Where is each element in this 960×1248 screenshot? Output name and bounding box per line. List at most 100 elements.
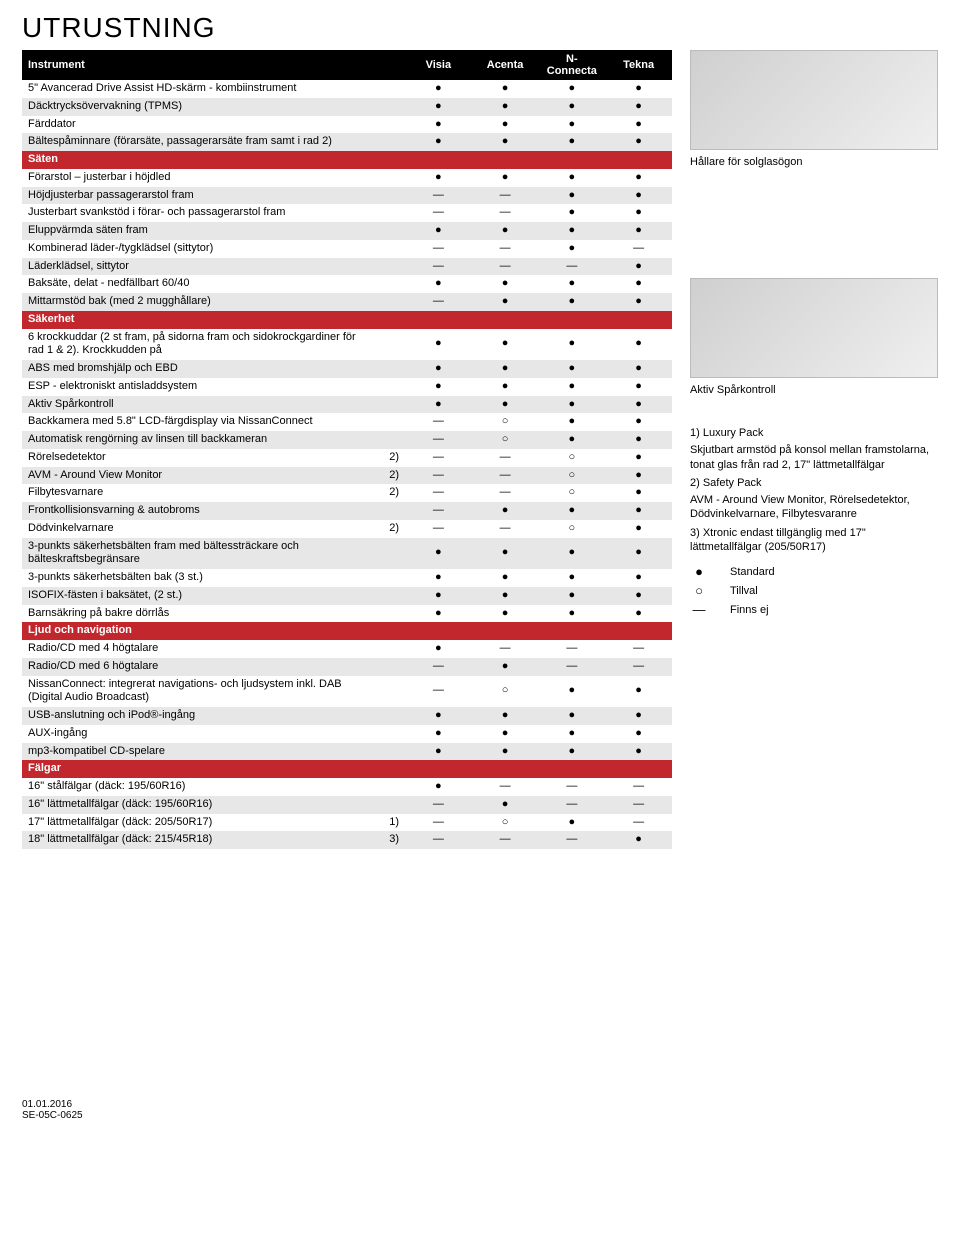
feature-name: 16" stålfälgar (däck: 195/60R16) bbox=[22, 778, 366, 796]
feature-value: ● bbox=[605, 98, 672, 116]
feature-value: — bbox=[405, 293, 472, 311]
table-row: Förarstol – justerbar i höjdled●●●● bbox=[22, 169, 672, 187]
feature-value: ● bbox=[605, 569, 672, 587]
legend-option-symbol: ○ bbox=[690, 583, 708, 598]
feature-value: — bbox=[405, 467, 472, 485]
feature-value: ● bbox=[405, 640, 472, 658]
feature-note bbox=[366, 98, 405, 116]
feature-value: ● bbox=[405, 378, 472, 396]
feature-name: 6 krockkuddar (2 st fram, på sidorna fra… bbox=[22, 329, 366, 361]
table-row: Filbytesvarnare2)——○● bbox=[22, 484, 672, 502]
feature-value: — bbox=[405, 187, 472, 205]
feature-note bbox=[366, 725, 405, 743]
feature-name: 16" lättmetallfälgar (däck: 195/60R16) bbox=[22, 796, 366, 814]
feature-value: ● bbox=[472, 725, 539, 743]
feature-value: — bbox=[605, 796, 672, 814]
feature-value: ● bbox=[538, 240, 605, 258]
feature-value: ○ bbox=[538, 467, 605, 485]
feature-value: ● bbox=[538, 431, 605, 449]
feature-value: ● bbox=[538, 725, 605, 743]
table-row: mp3-kompatibel CD-spelare●●●● bbox=[22, 743, 672, 761]
feature-name: Radio/CD med 6 högtalare bbox=[22, 658, 366, 676]
feature-name: Filbytesvarnare bbox=[22, 484, 366, 502]
feature-value: ● bbox=[472, 569, 539, 587]
feature-note bbox=[366, 796, 405, 814]
feature-value: ● bbox=[538, 133, 605, 151]
feature-value: — bbox=[605, 240, 672, 258]
feature-value: — bbox=[472, 204, 539, 222]
feature-note: 1) bbox=[366, 814, 405, 832]
feature-name: NissanConnect: integrerat navigations- o… bbox=[22, 676, 366, 708]
feature-name: Automatisk rengörning av linsen till bac… bbox=[22, 431, 366, 449]
legend: ● Standard ○ Tillval — Finns ej bbox=[690, 564, 938, 617]
section-header: Ljud och navigation bbox=[22, 622, 672, 640]
table-row: 3-punkts säkerhetsbälten bak (3 st.)●●●● bbox=[22, 569, 672, 587]
table-row: ABS med bromshjälp och EBD●●●● bbox=[22, 360, 672, 378]
feature-value: ● bbox=[605, 467, 672, 485]
table-row: Mittarmstöd bak (med 2 mugghållare)—●●● bbox=[22, 293, 672, 311]
active-trace-control-image bbox=[690, 278, 938, 378]
feature-value: ● bbox=[472, 222, 539, 240]
feature-name: Däcktrycksövervakning (TPMS) bbox=[22, 98, 366, 116]
feature-value: ● bbox=[472, 743, 539, 761]
feature-note bbox=[366, 80, 405, 98]
feature-note bbox=[366, 538, 405, 570]
feature-value: ● bbox=[405, 116, 472, 134]
table-row: 17" lättmetallfälgar (däck: 205/50R17)1)… bbox=[22, 814, 672, 832]
feature-value: ● bbox=[405, 98, 472, 116]
feature-note bbox=[366, 587, 405, 605]
feature-note bbox=[366, 502, 405, 520]
legend-option-label: Tillval bbox=[730, 585, 758, 597]
feature-value: ● bbox=[605, 378, 672, 396]
feature-value: ● bbox=[472, 502, 539, 520]
feature-name: Förarstol – justerbar i höjdled bbox=[22, 169, 366, 187]
feature-value: — bbox=[405, 484, 472, 502]
feature-value: — bbox=[605, 814, 672, 832]
feature-value: ● bbox=[538, 569, 605, 587]
feature-value: ● bbox=[605, 258, 672, 276]
feature-value: ● bbox=[472, 98, 539, 116]
feature-value: — bbox=[405, 796, 472, 814]
feature-value: — bbox=[538, 778, 605, 796]
feature-value: — bbox=[405, 240, 472, 258]
image-caption-2: Aktiv Spårkontroll bbox=[690, 384, 938, 396]
feature-value: — bbox=[472, 484, 539, 502]
feature-value: ● bbox=[538, 502, 605, 520]
feature-value: ● bbox=[605, 449, 672, 467]
feature-value: ● bbox=[605, 116, 672, 134]
feature-name: Backkamera med 5.8" LCD-färgdisplay via … bbox=[22, 413, 366, 431]
footnote-1-title: 1) Luxury Pack bbox=[690, 426, 938, 440]
feature-value: ○ bbox=[472, 413, 539, 431]
feature-value: — bbox=[405, 258, 472, 276]
feature-value: ● bbox=[605, 413, 672, 431]
spec-table-container: InstrumentVisiaAcentaN-ConnectaTekna5" A… bbox=[22, 50, 672, 849]
side-column: Hållare för solglasögon Aktiv Spårkontro… bbox=[690, 50, 938, 849]
feature-value: — bbox=[538, 258, 605, 276]
feature-note bbox=[366, 707, 405, 725]
feature-note bbox=[366, 133, 405, 151]
feature-note bbox=[366, 605, 405, 623]
feature-value: ● bbox=[538, 378, 605, 396]
feature-value: ● bbox=[605, 587, 672, 605]
feature-value: — bbox=[405, 413, 472, 431]
feature-note: 3) bbox=[366, 831, 405, 849]
feature-value: ● bbox=[538, 169, 605, 187]
feature-value: ● bbox=[538, 707, 605, 725]
feature-note bbox=[366, 240, 405, 258]
feature-value: ● bbox=[472, 169, 539, 187]
feature-value: ● bbox=[472, 378, 539, 396]
feature-value: ● bbox=[605, 743, 672, 761]
feature-value: ● bbox=[472, 605, 539, 623]
feature-value: — bbox=[538, 831, 605, 849]
feature-note bbox=[366, 676, 405, 708]
feature-value: — bbox=[472, 449, 539, 467]
legend-na: — Finns ej bbox=[690, 602, 938, 617]
feature-name: AUX-ingång bbox=[22, 725, 366, 743]
feature-value: — bbox=[538, 640, 605, 658]
image-caption-1: Hållare för solglasögon bbox=[690, 156, 938, 168]
page-footer: 01.01.2016 SE-05C-0625 bbox=[22, 1099, 938, 1121]
feature-value: — bbox=[405, 520, 472, 538]
feature-value: ● bbox=[472, 275, 539, 293]
sunglasses-holder-image bbox=[690, 50, 938, 150]
table-row: Eluppvärmda säten fram●●●● bbox=[22, 222, 672, 240]
